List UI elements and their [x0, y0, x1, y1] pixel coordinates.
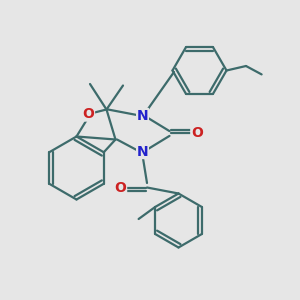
- Text: O: O: [191, 127, 203, 140]
- Text: O: O: [115, 181, 127, 194]
- Text: N: N: [137, 109, 148, 122]
- Text: O: O: [82, 107, 94, 121]
- Text: N: N: [137, 145, 148, 158]
